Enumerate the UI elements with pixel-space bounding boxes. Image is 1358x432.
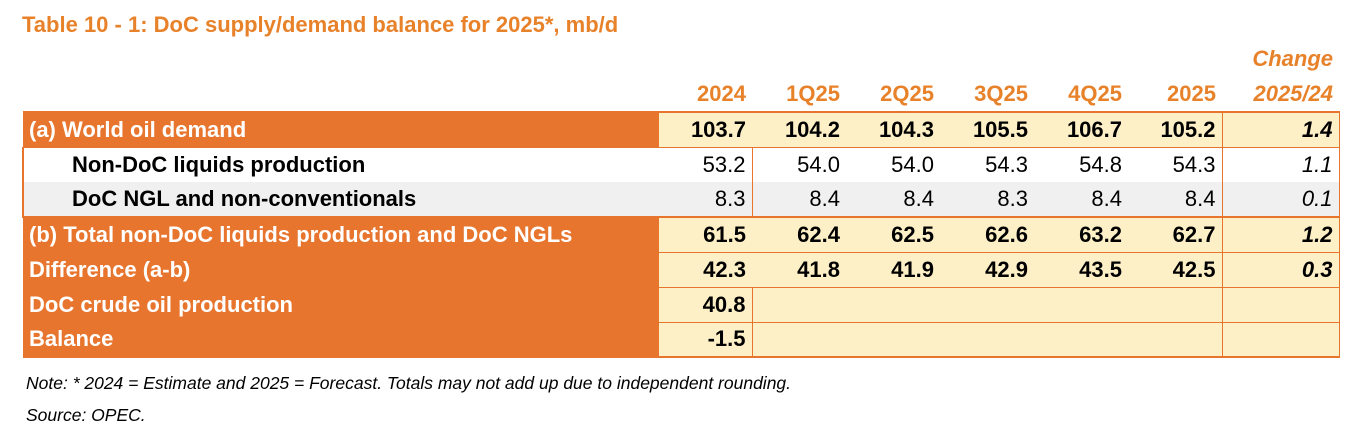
cell-value: 8.3	[658, 182, 753, 217]
row-label: DoC crude oil production	[23, 287, 658, 323]
cell-value: 106.7	[1034, 111, 1128, 148]
cell-value: -1.5	[657, 322, 753, 358]
header-4q25: 4Q25	[1068, 81, 1122, 106]
cell-value: 104.2	[752, 111, 846, 148]
cell-value: 61.5	[657, 216, 752, 253]
cell-value: 62.5	[846, 216, 940, 253]
cell-value: 8.3	[940, 182, 1034, 217]
cell-value: 54.3	[940, 147, 1034, 182]
cell-value: 54.3	[1128, 147, 1223, 182]
cell-value: 62.7	[1128, 216, 1223, 253]
cell-value: 41.8	[752, 252, 846, 288]
row-total-non-doc: (b) Total non-DoC liquids production and…	[23, 216, 1340, 253]
cell-change: 1.1	[1222, 147, 1340, 182]
header-2025: 2025	[1167, 81, 1216, 106]
row-label: DoC NGL and non-conventionals	[22, 182, 658, 217]
balance-table: Change 2024 1Q25 2Q25 3Q25 4Q25 2025 202…	[22, 46, 1340, 358]
cell-value: 8.4	[846, 182, 940, 217]
footnote: Note: * 2024 = Estimate and 2025 = Forec…	[26, 373, 792, 393]
row-doc-crude: DoC crude oil production 40.8	[23, 287, 1340, 323]
cell-value: 54.0	[846, 147, 940, 182]
row-world-oil-demand: (a) World oil demand 103.7 104.2 104.3 1…	[23, 111, 1340, 148]
row-label: (b) Total non-DoC liquids production and…	[23, 216, 658, 253]
source-note: Source: OPEC.	[26, 405, 146, 425]
header-2q25: 2Q25	[880, 81, 934, 106]
cell-value: 40.8	[657, 287, 753, 323]
cell-value: 42.9	[940, 252, 1034, 288]
cell-value: 103.7	[657, 111, 752, 148]
row-label: Difference (a-b)	[23, 252, 658, 288]
cell-change: 1.4	[1222, 111, 1340, 148]
cell-value: 54.0	[752, 147, 846, 182]
cell-value: 8.4	[752, 182, 846, 217]
row-label: Balance	[23, 322, 658, 358]
cell-value: 42.5	[1128, 252, 1223, 288]
cell-value: 105.2	[1128, 111, 1223, 148]
cell-value: 43.5	[1034, 252, 1128, 288]
cell-change: 0.1	[1222, 182, 1340, 217]
cell-value: 104.3	[846, 111, 940, 148]
header-1q25: 1Q25	[786, 81, 840, 106]
header-change-period: 2025/24	[1253, 81, 1333, 106]
cell-value: 8.4	[1034, 182, 1128, 217]
cell-value: 41.9	[846, 252, 940, 288]
table-title: Table 10 - 1: DoC supply/demand balance …	[22, 12, 619, 37]
header-3q25: 3Q25	[974, 81, 1028, 106]
cell-value: 54.8	[1034, 147, 1128, 182]
header-change: Change	[1252, 46, 1333, 71]
row-label: Non-DoC liquids production	[22, 147, 658, 182]
cell-change: 0.3	[1222, 252, 1340, 288]
row-difference: Difference (a-b) 42.3 41.8 41.9 42.9 43.…	[23, 252, 1340, 288]
cell-value: 53.2	[658, 147, 753, 182]
cell-value: 62.4	[752, 216, 846, 253]
row-label: (a) World oil demand	[23, 111, 658, 148]
cell-value: 42.3	[657, 252, 752, 288]
row-non-doc-liquids: Non-DoC liquids production 53.2 54.0 54.…	[22, 147, 1340, 182]
row-doc-ngl: DoC NGL and non-conventionals 8.3 8.4 8.…	[22, 182, 1340, 217]
cell-value: 62.6	[940, 216, 1034, 253]
cell-change: 1.2	[1222, 216, 1340, 253]
cell-value: 8.4	[1128, 182, 1223, 217]
cell-value: 105.5	[940, 111, 1034, 148]
header-2024: 2024	[697, 81, 746, 106]
row-balance: Balance -1.5	[23, 322, 1340, 358]
cell-value: 63.2	[1034, 216, 1128, 253]
